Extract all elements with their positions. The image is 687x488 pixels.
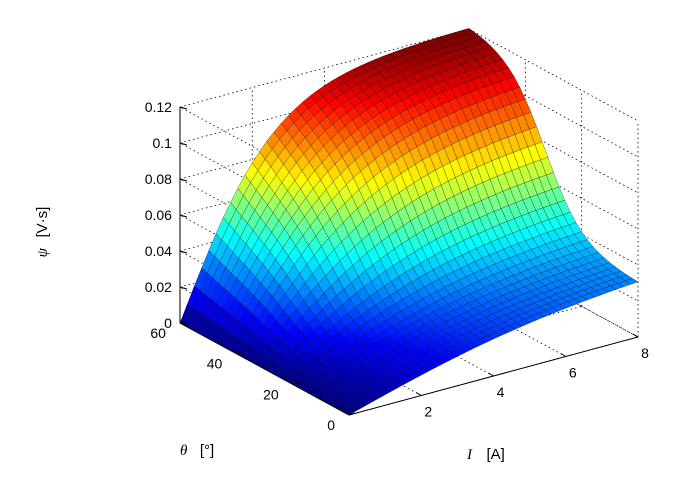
svg-text:θ [°]: θ [°]	[180, 442, 214, 459]
y-tick-mark	[179, 320, 187, 324]
x-tick-mark	[560, 353, 567, 357]
z-tick-label: 0.06	[145, 207, 172, 223]
svg-text:ψ [V·s]: ψ [V·s]	[34, 207, 51, 258]
z-tick-mark	[179, 322, 188, 326]
y-tick-label: 0	[327, 417, 335, 433]
z-tick-mark	[179, 286, 188, 290]
x-tick-mark	[632, 333, 639, 338]
y-tick-mark	[348, 412, 356, 416]
z-tick-mark	[179, 178, 188, 182]
y-tick-label: 20	[263, 386, 279, 402]
x-axis-unit: [A]	[486, 446, 504, 463]
x-tick-mark	[488, 372, 494, 377]
y-tick-mark	[292, 381, 299, 385]
y-tick-label: 60	[150, 325, 166, 341]
x-tick-label: 6	[569, 365, 577, 381]
svg-text:I [A]: I [A]	[466, 446, 505, 463]
z-axis-symbol: ψ	[35, 247, 51, 257]
z-tick-label: 0.02	[145, 279, 172, 295]
axes	[179, 106, 639, 416]
z-tick-mark	[179, 142, 188, 146]
x-axis-label: I [A]	[466, 446, 505, 463]
z-tick-mark	[179, 106, 188, 110]
x-tick-mark	[415, 392, 422, 396]
grid-line	[179, 28, 470, 108]
x-tick-label: 2	[424, 404, 432, 420]
surface-patch	[624, 278, 639, 285]
grid-line	[396, 264, 566, 357]
y-axis-line	[179, 322, 350, 416]
z-tick-label: 0	[164, 315, 172, 331]
tick-labels: 0 0.02 0.04 0.06 0.08 0.1 0.12 2 4 6 8 0 20 40 60	[145, 99, 649, 433]
y-tick-label: 40	[207, 356, 223, 372]
z-axis-unit: [V·s]	[34, 207, 51, 238]
surface-mesh	[179, 28, 639, 416]
grid-line	[468, 28, 639, 122]
z-tick-label: 0.04	[145, 243, 172, 259]
y-axis-symbol: θ	[180, 443, 188, 459]
y-axis-unit: [°]	[200, 442, 214, 459]
grid-line	[324, 283, 494, 377]
x-tick-label: 8	[641, 345, 649, 361]
z-axis-label: ψ [V·s]	[34, 207, 51, 258]
z-tick-label: 0.08	[145, 171, 172, 187]
y-axis-label: θ [°]	[180, 442, 214, 459]
z-tick-label: 0.1	[153, 135, 173, 151]
x-axis-symbol: I	[466, 447, 473, 463]
z-tick-label: 0.12	[145, 99, 172, 115]
x-tick-label: 4	[497, 384, 505, 400]
z-tick-mark	[179, 250, 188, 254]
grid-line	[468, 244, 639, 338]
y-tick-mark	[236, 351, 243, 355]
z-tick-mark	[179, 214, 188, 218]
